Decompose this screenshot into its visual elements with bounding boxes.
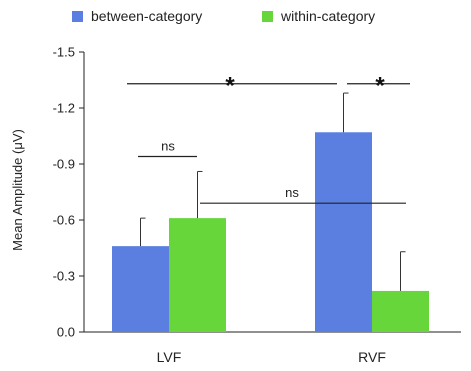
x-tick-label: LVF	[157, 349, 182, 365]
legend-entry: between-category	[91, 8, 202, 24]
bar	[372, 290, 429, 332]
bar	[315, 132, 372, 332]
annotations: * * ns ns	[127, 73, 410, 204]
y-tick-label: -0.3	[53, 269, 75, 284]
bar	[112, 246, 169, 332]
legend-swatch	[262, 11, 273, 22]
significance-star: *	[225, 73, 235, 100]
error-bars	[140, 92, 406, 291]
y-tick-label: -0.9	[53, 157, 75, 172]
y-tick-label: 0.0	[57, 325, 75, 340]
significance-star: *	[375, 73, 385, 100]
x-tick-label: RVF	[358, 349, 386, 365]
y-tick-label: -1.5	[53, 45, 75, 60]
y-tick-label: -1.2	[53, 101, 75, 116]
ns-label: ns	[285, 185, 299, 200]
legend-entry: within-category	[280, 8, 375, 24]
bars	[112, 132, 429, 332]
y-axis-label: Mean Amplitude (μV)	[10, 129, 25, 251]
x-tick-labels: LVF RVF	[157, 349, 386, 365]
ns-label: ns	[161, 139, 175, 154]
y-tick-label: -0.6	[53, 213, 75, 228]
bar	[169, 218, 226, 332]
legend-swatch	[72, 11, 83, 22]
legend: between-category within-category	[72, 8, 375, 24]
